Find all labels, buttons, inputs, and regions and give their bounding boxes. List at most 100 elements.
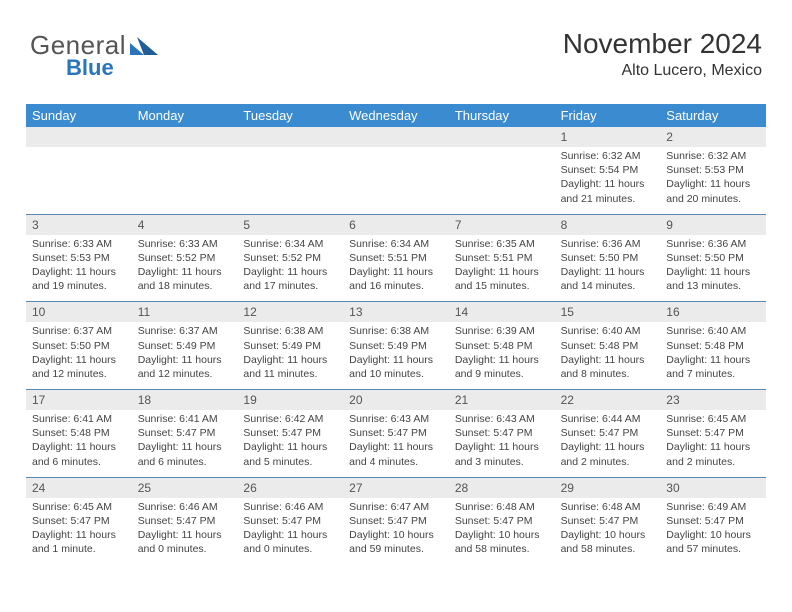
day-number: 6 [343,215,449,235]
calendar-week-daynum-row: 10111213141516 [26,302,766,322]
day-cell-body: Sunrise: 6:39 AM Sunset: 5:48 PM Dayligh… [455,324,549,381]
day-cell: Sunrise: 6:37 AM Sunset: 5:49 PM Dayligh… [132,322,238,389]
day-cell: Sunrise: 6:42 AM Sunset: 5:47 PM Dayligh… [237,410,343,477]
day-cell-body: Sunrise: 6:44 AM Sunset: 5:47 PM Dayligh… [561,412,655,469]
day-cell: Sunrise: 6:49 AM Sunset: 5:47 PM Dayligh… [660,498,766,565]
day-cell-body: Sunrise: 6:33 AM Sunset: 5:53 PM Dayligh… [32,237,126,294]
day-cell: Sunrise: 6:36 AM Sunset: 5:50 PM Dayligh… [660,235,766,302]
day-cell-body: Sunrise: 6:48 AM Sunset: 5:47 PM Dayligh… [561,500,655,557]
day-cell-body: Sunrise: 6:38 AM Sunset: 5:49 PM Dayligh… [243,324,337,381]
day-cell-body: Sunrise: 6:45 AM Sunset: 5:47 PM Dayligh… [666,412,760,469]
day-number: 7 [449,215,555,235]
day-cell: Sunrise: 6:46 AM Sunset: 5:47 PM Dayligh… [132,498,238,565]
day-cell-body: Sunrise: 6:33 AM Sunset: 5:52 PM Dayligh… [138,237,232,294]
calendar-week-body-row: Sunrise: 6:32 AM Sunset: 5:54 PM Dayligh… [26,147,766,214]
day-cell-body: Sunrise: 6:41 AM Sunset: 5:47 PM Dayligh… [138,412,232,469]
day-cell: Sunrise: 6:40 AM Sunset: 5:48 PM Dayligh… [555,322,661,389]
day-cell: Sunrise: 6:46 AM Sunset: 5:47 PM Dayligh… [237,498,343,565]
day-cell: Sunrise: 6:32 AM Sunset: 5:54 PM Dayligh… [555,147,661,214]
day-number: 17 [26,390,132,410]
weekday-header: Monday [132,104,238,127]
calendar-week-body-row: Sunrise: 6:41 AM Sunset: 5:48 PM Dayligh… [26,410,766,477]
day-cell-body: Sunrise: 6:46 AM Sunset: 5:47 PM Dayligh… [138,500,232,557]
weekday-header: Wednesday [343,104,449,127]
day-cell-body: Sunrise: 6:41 AM Sunset: 5:48 PM Dayligh… [32,412,126,469]
day-cell [343,147,449,214]
calendar-header-row: Sunday Monday Tuesday Wednesday Thursday… [26,104,766,127]
day-cell [26,147,132,214]
day-cell: Sunrise: 6:38 AM Sunset: 5:49 PM Dayligh… [343,322,449,389]
day-cell-body: Sunrise: 6:46 AM Sunset: 5:47 PM Dayligh… [243,500,337,557]
day-number: 8 [555,215,661,235]
day-cell-body: Sunrise: 6:37 AM Sunset: 5:50 PM Dayligh… [32,324,126,381]
day-number: 27 [343,478,449,498]
weekday-header: Friday [555,104,661,127]
day-number: 13 [343,302,449,322]
weekday-header: Tuesday [237,104,343,127]
day-cell-body: Sunrise: 6:35 AM Sunset: 5:51 PM Dayligh… [455,237,549,294]
day-cell-body: Sunrise: 6:43 AM Sunset: 5:47 PM Dayligh… [349,412,443,469]
day-cell-body: Sunrise: 6:43 AM Sunset: 5:47 PM Dayligh… [455,412,549,469]
day-cell: Sunrise: 6:33 AM Sunset: 5:52 PM Dayligh… [132,235,238,302]
day-number: 5 [237,215,343,235]
day-number [237,127,343,147]
day-cell: Sunrise: 6:32 AM Sunset: 5:53 PM Dayligh… [660,147,766,214]
day-number: 2 [660,127,766,147]
day-cell: Sunrise: 6:39 AM Sunset: 5:48 PM Dayligh… [449,322,555,389]
day-number: 20 [343,390,449,410]
day-cell: Sunrise: 6:41 AM Sunset: 5:47 PM Dayligh… [132,410,238,477]
calendar-week-daynum-row: 17181920212223 [26,390,766,410]
day-cell-body: Sunrise: 6:34 AM Sunset: 5:52 PM Dayligh… [243,237,337,294]
day-cell [132,147,238,214]
day-number: 29 [555,478,661,498]
day-cell: Sunrise: 6:43 AM Sunset: 5:47 PM Dayligh… [343,410,449,477]
day-cell-body: Sunrise: 6:48 AM Sunset: 5:47 PM Dayligh… [455,500,549,557]
page-header: November 2024 Alto Lucero, Mexico [563,28,762,80]
day-cell-body: Sunrise: 6:38 AM Sunset: 5:49 PM Dayligh… [349,324,443,381]
day-cell: Sunrise: 6:48 AM Sunset: 5:47 PM Dayligh… [555,498,661,565]
calendar-grid: Sunday Monday Tuesday Wednesday Thursday… [26,104,766,564]
day-number: 4 [132,215,238,235]
day-cell-body: Sunrise: 6:36 AM Sunset: 5:50 PM Dayligh… [561,237,655,294]
day-number: 14 [449,302,555,322]
brand-blue-text: Blue [66,55,114,81]
day-cell-body: Sunrise: 6:40 AM Sunset: 5:48 PM Dayligh… [561,324,655,381]
day-number [449,127,555,147]
day-number: 1 [555,127,661,147]
day-cell [237,147,343,214]
day-cell-body: Sunrise: 6:37 AM Sunset: 5:49 PM Dayligh… [138,324,232,381]
day-number: 22 [555,390,661,410]
day-cell-body: Sunrise: 6:42 AM Sunset: 5:47 PM Dayligh… [243,412,337,469]
day-cell-body: Sunrise: 6:40 AM Sunset: 5:48 PM Dayligh… [666,324,760,381]
calendar-week-daynum-row: 12 [26,127,766,147]
day-cell-body: Sunrise: 6:34 AM Sunset: 5:51 PM Dayligh… [349,237,443,294]
day-cell: Sunrise: 6:47 AM Sunset: 5:47 PM Dayligh… [343,498,449,565]
day-number: 30 [660,478,766,498]
day-number: 28 [449,478,555,498]
day-number: 24 [26,478,132,498]
day-cell-body: Sunrise: 6:32 AM Sunset: 5:53 PM Dayligh… [666,149,760,206]
brand-logo: General Blue [30,30,158,81]
day-number: 18 [132,390,238,410]
weekday-header: Sunday [26,104,132,127]
day-number [132,127,238,147]
day-number: 16 [660,302,766,322]
day-number [26,127,132,147]
day-number: 19 [237,390,343,410]
day-cell-body: Sunrise: 6:47 AM Sunset: 5:47 PM Dayligh… [349,500,443,557]
day-number: 21 [449,390,555,410]
day-cell: Sunrise: 6:45 AM Sunset: 5:47 PM Dayligh… [660,410,766,477]
day-cell [449,147,555,214]
day-cell: Sunrise: 6:35 AM Sunset: 5:51 PM Dayligh… [449,235,555,302]
calendar-week-body-row: Sunrise: 6:37 AM Sunset: 5:50 PM Dayligh… [26,322,766,389]
day-number: 3 [26,215,132,235]
day-cell-body: Sunrise: 6:36 AM Sunset: 5:50 PM Dayligh… [666,237,760,294]
day-number: 11 [132,302,238,322]
brand-mark-icon [130,37,158,60]
day-number: 25 [132,478,238,498]
day-cell: Sunrise: 6:44 AM Sunset: 5:47 PM Dayligh… [555,410,661,477]
day-cell: Sunrise: 6:34 AM Sunset: 5:51 PM Dayligh… [343,235,449,302]
day-cell-body: Sunrise: 6:49 AM Sunset: 5:47 PM Dayligh… [666,500,760,557]
calendar-week-daynum-row: 3456789 [26,215,766,235]
calendar-week-daynum-row: 24252627282930 [26,478,766,498]
